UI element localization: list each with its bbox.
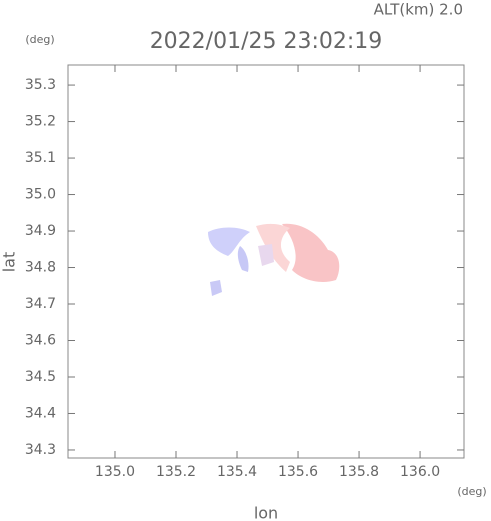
- y-tick-label: 34.4: [25, 405, 56, 421]
- y-unit: (deg): [25, 33, 54, 46]
- x-axis-label: lon: [254, 504, 278, 521]
- altitude-label: ALT(km) 2.0: [374, 1, 463, 19]
- x-tick-label: 136.0: [400, 464, 440, 480]
- echo-mixed: [258, 244, 274, 266]
- plot-frame: [67, 64, 465, 459]
- x-tick-label: 135.0: [95, 464, 135, 480]
- y-tick-label: 34.9: [25, 223, 56, 239]
- chart-title: 2022/01/25 23:02:19: [150, 29, 383, 54]
- x-unit: (deg): [457, 485, 486, 498]
- x-tick-label: 135.4: [217, 464, 257, 480]
- y-tick-label: 35.1: [25, 150, 56, 166]
- x-tick-label: 135.6: [278, 464, 318, 480]
- x-tick-label: 135.8: [339, 464, 379, 480]
- y-tick-label: 34.5: [25, 369, 56, 385]
- y-tick-label: 35.3: [25, 77, 56, 93]
- echo-area: [208, 223, 340, 296]
- y-tick-label: 34.3: [25, 442, 56, 458]
- y-tick-label: 35.2: [25, 114, 56, 130]
- x-tick-label: 135.2: [156, 464, 196, 480]
- echo-positive: [282, 223, 340, 282]
- y-tick-label: 35.0: [25, 187, 56, 203]
- y-axis-label: lat: [0, 252, 19, 273]
- echo-negative: [210, 280, 222, 296]
- y-tick-label: 34.8: [25, 260, 56, 276]
- echo-negative: [237, 246, 249, 272]
- y-tick-label: 34.7: [25, 296, 56, 312]
- y-tick-label: 34.6: [25, 333, 56, 349]
- echo-positive: [256, 223, 290, 272]
- echo-negative: [208, 227, 250, 256]
